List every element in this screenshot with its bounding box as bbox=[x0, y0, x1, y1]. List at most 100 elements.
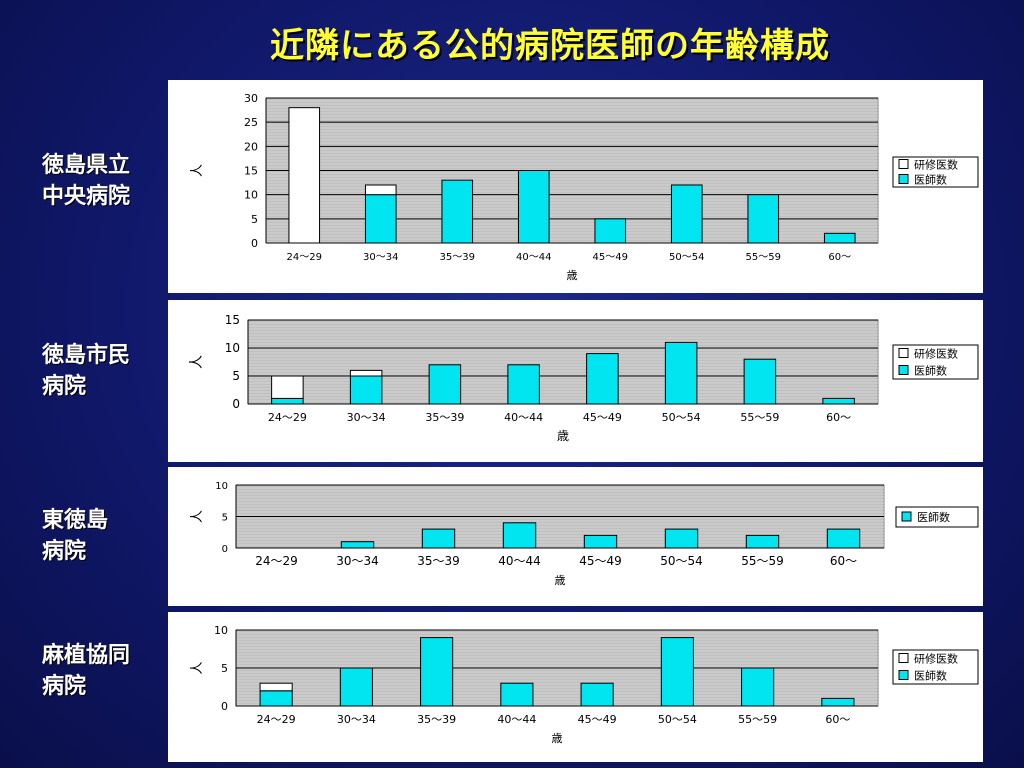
bar-doctor bbox=[500, 682, 534, 707]
bar-doctor bbox=[826, 528, 861, 549]
x-tick-label: 30～34 bbox=[336, 554, 379, 568]
bar-doctor bbox=[339, 667, 373, 707]
x-axis-label: 歳 bbox=[557, 429, 569, 443]
bar-doctor bbox=[517, 170, 550, 244]
legend-label: 研修医数 bbox=[914, 347, 958, 361]
bar-resident bbox=[349, 369, 383, 377]
x-tick-label: 60～ bbox=[826, 411, 851, 424]
y-tick-label: 10 bbox=[215, 481, 228, 492]
x-tick-label: 30～34 bbox=[337, 713, 376, 726]
y-tick-label: 15 bbox=[225, 313, 240, 327]
x-tick-label: 50～54 bbox=[669, 252, 704, 263]
bar-doctor bbox=[741, 667, 775, 707]
bar-doctor bbox=[743, 358, 777, 405]
bar-doctor bbox=[428, 364, 462, 405]
legend-swatch bbox=[898, 174, 909, 184]
bar-doctor bbox=[660, 637, 694, 707]
bar-resident bbox=[271, 375, 304, 399]
x-axis-label: 歳 bbox=[552, 732, 563, 745]
bar-doctor bbox=[502, 522, 537, 549]
x-tick-label: 30～34 bbox=[363, 252, 398, 263]
chart-1: 0 5 10 15 20 25 30 24～29 30～34 35～39 40～44 45～49 50～… bbox=[190, 92, 979, 282]
page-title: 近隣にある公的病院医師の年齢構成 bbox=[270, 26, 830, 66]
hospital-label-1: 徳島県立 中央病院 bbox=[42, 150, 130, 212]
bar-doctor bbox=[507, 364, 540, 405]
hospital-label-3-line1: 東徳島 bbox=[42, 508, 109, 533]
bar-doctor bbox=[420, 637, 454, 707]
legend-label: 医師数 bbox=[914, 670, 947, 683]
chart-panel-1: 0 5 10 15 20 25 30 24～29 30～34 35～39 40～44 45～49 50～… bbox=[168, 80, 983, 293]
x-tick-label: 60～ bbox=[825, 713, 850, 726]
legend-swatch bbox=[898, 653, 909, 663]
bar-doctor bbox=[664, 341, 698, 405]
chart-2: 0 5 10 15 24～29 30～34 35～39 40～44 45～49 50～54 55～5… bbox=[189, 313, 979, 443]
bar-doctor bbox=[822, 397, 855, 405]
hospital-label-3: 東徳島 病院 bbox=[42, 505, 108, 567]
x-tick-label: 24～29 bbox=[257, 713, 296, 726]
legend-swatch bbox=[898, 348, 909, 358]
hospital-label-2-line2: 病院 bbox=[42, 374, 87, 399]
hospital-label-2-line1: 徳島市民 bbox=[42, 343, 131, 368]
hospital-label-4-line1: 麻植協同 bbox=[42, 643, 131, 668]
chart-4: 0 5 10 24～29 30～34 35～39 40～44 45～49 50～54 55～59 6… bbox=[190, 624, 979, 745]
bar-doctor bbox=[364, 194, 397, 244]
bar-doctor bbox=[745, 534, 780, 549]
chart-panel-4: 0 5 10 24～29 30～34 35～39 40～44 45～49 50～54 55～59 6… bbox=[168, 612, 983, 762]
hospital-label-2: 徳島市民 病院 bbox=[42, 340, 130, 402]
y-tick-label: 5 bbox=[232, 369, 240, 383]
y-tick-label: 20 bbox=[244, 140, 258, 153]
legend-label: 研修医数 bbox=[914, 158, 958, 172]
x-axis-label: 歳 bbox=[555, 574, 566, 587]
x-tick-label: 45～49 bbox=[579, 554, 622, 568]
x-tick-label: 35～39 bbox=[417, 554, 460, 568]
x-tick-label: 55～59 bbox=[741, 554, 784, 568]
hospital-label-3-line2: 病院 bbox=[42, 539, 87, 564]
y-tick-label: 5 bbox=[221, 662, 228, 675]
bar-doctor bbox=[259, 690, 293, 707]
bar-doctor bbox=[586, 353, 619, 405]
y-tick-label: 0 bbox=[232, 397, 240, 411]
y-tick-label: 5 bbox=[222, 513, 228, 524]
bar-doctor bbox=[583, 534, 618, 549]
x-tick-label: 55～59 bbox=[738, 713, 777, 726]
x-tick-label: 24～29 bbox=[255, 554, 298, 568]
bar-doctor bbox=[421, 528, 456, 549]
bar-doctor bbox=[670, 184, 703, 244]
y-axis-label: 人 bbox=[189, 355, 205, 369]
x-tick-label: 60～ bbox=[830, 554, 857, 568]
x-tick-label: 50～54 bbox=[662, 411, 701, 424]
x-tick-label: 35～39 bbox=[417, 713, 456, 726]
y-tick-label: 5 bbox=[251, 213, 258, 226]
x-tick-label: 55～59 bbox=[740, 411, 779, 424]
bar-doctor bbox=[349, 375, 383, 405]
bar-resident bbox=[259, 682, 293, 692]
chart-3: 0 5 10 24～29 30～34 35～39 40～44 45～49 50～54 55～59 6… bbox=[190, 481, 979, 587]
y-axis-label: 人 bbox=[190, 661, 205, 674]
hospital-label-4-line2: 病院 bbox=[42, 674, 87, 699]
bar-doctor bbox=[823, 232, 856, 244]
bar-doctor bbox=[580, 682, 614, 707]
legend-label: 医師数 bbox=[914, 174, 947, 187]
bar-doctor bbox=[664, 528, 699, 549]
x-tick-label: 55～59 bbox=[746, 252, 781, 263]
y-tick-label: 10 bbox=[225, 341, 240, 355]
x-tick-label: 50～54 bbox=[660, 554, 703, 568]
x-tick-label: 35～39 bbox=[425, 411, 464, 424]
x-axis-label: 歳 bbox=[567, 269, 578, 282]
chart-panel-3: 0 5 10 24～29 30～34 35～39 40～44 45～49 50～54 55～59 6… bbox=[168, 467, 983, 606]
x-tick-label: 40～44 bbox=[504, 411, 543, 424]
bar-doctor bbox=[271, 397, 304, 405]
bar-doctor bbox=[594, 218, 627, 244]
legend-swatch bbox=[898, 365, 909, 375]
hospital-label-4: 麻植協同 病院 bbox=[42, 640, 130, 702]
legend-box bbox=[895, 506, 979, 528]
x-tick-label: 30～34 bbox=[347, 411, 386, 424]
x-tick-label: 60～ bbox=[828, 252, 851, 263]
x-tick-label: 35～39 bbox=[440, 252, 475, 263]
legend-swatch bbox=[898, 159, 909, 169]
y-tick-label: 0 bbox=[222, 544, 228, 555]
bar-resident bbox=[288, 107, 321, 244]
hospital-label-1-line2: 中央病院 bbox=[42, 184, 131, 209]
bar-doctor bbox=[747, 194, 780, 244]
bar-doctor bbox=[821, 697, 855, 707]
